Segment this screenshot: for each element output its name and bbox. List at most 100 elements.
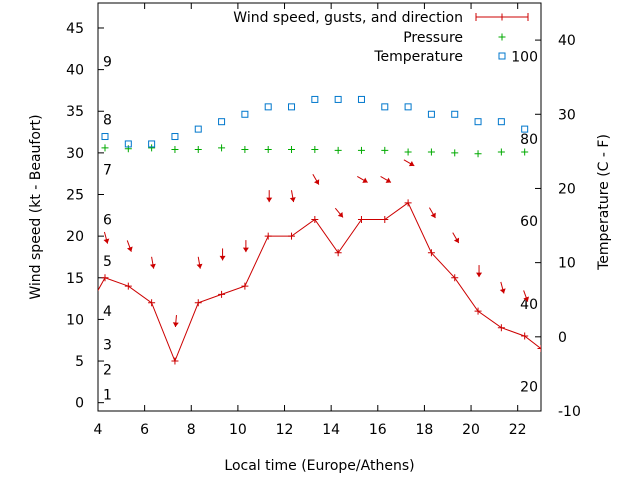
temperature-point [451, 110, 459, 118]
temperature-point [241, 110, 249, 118]
beaufort-label: 8 [103, 113, 112, 129]
wind-speed-point [101, 274, 109, 282]
arrow-head [196, 263, 203, 269]
fahrenheit-label: 40 [520, 297, 538, 313]
y-tick-label: 40 [66, 63, 84, 79]
wind-speed-point [521, 332, 529, 340]
y-tick-label: 30 [66, 146, 84, 162]
legend-swatch-marker [498, 33, 506, 41]
pressure-point [124, 145, 132, 153]
wind-direction-arrow [126, 240, 133, 252]
y-axis-label: Wind speed (kt - Beaufort) [28, 114, 44, 299]
legend-label: Wind speed, gusts, and direction [233, 10, 463, 26]
fahrenheit-label: 20 [520, 380, 538, 396]
beaufort-label: 1 [103, 387, 112, 403]
wind-speed-point [264, 232, 272, 240]
temperature-point [288, 103, 296, 111]
arrow-head [103, 238, 110, 244]
wind-direction-arrow [312, 174, 320, 185]
y2-tick-label: -10 [558, 404, 581, 420]
arrow-head [476, 272, 483, 278]
temperature-point [357, 95, 365, 103]
wind-speed-point [357, 215, 365, 223]
arrow-head [313, 179, 320, 185]
pressure-point [311, 146, 319, 154]
temperature-point [171, 133, 179, 141]
x-axis-label: Local time (Europe/Athens) [224, 458, 414, 474]
pressure-point [357, 146, 365, 154]
arrow-head [408, 160, 415, 167]
temperature-point [404, 103, 412, 111]
temperature-point [264, 103, 272, 111]
pressure-point [241, 146, 249, 154]
arrow-head [289, 197, 296, 203]
y2-tick-label: 30 [558, 107, 576, 123]
pressure-point [474, 150, 482, 158]
y-tick-label: 0 [75, 396, 84, 412]
wind-direction-arrow [499, 281, 506, 294]
temperature-point [521, 125, 529, 133]
fahrenheit-label: 80 [520, 132, 538, 148]
beaufort-label: 6 [103, 212, 112, 228]
x-tick-label: 4 [94, 422, 103, 438]
wind-speed-point [171, 357, 179, 365]
arrow-head [453, 237, 460, 243]
wind-speed-line [98, 202, 541, 363]
temperature-point [334, 95, 342, 103]
x-tick-label: 8 [187, 422, 196, 438]
y2-axis-label: Temperature (C - F) [596, 134, 612, 271]
wind-direction-arrow [380, 176, 392, 183]
wind-speed-point [537, 345, 541, 353]
pressure-point [218, 144, 226, 152]
wind-speed-point [148, 299, 156, 307]
chart-marks [98, 95, 541, 365]
pressure-point [334, 146, 342, 154]
wind-direction-arrow [149, 256, 156, 269]
pressure-point [451, 149, 459, 157]
wind-speed-point [381, 215, 389, 223]
wind-direction-arrow [476, 265, 483, 278]
wind-speed-point [451, 274, 459, 282]
x-tick-label: 10 [229, 422, 247, 438]
beaufort-label: 5 [103, 254, 112, 270]
beaufort-label: 9 [103, 54, 112, 70]
x-tick-label: 20 [462, 422, 480, 438]
arrow-head [337, 212, 344, 218]
x-tick-label: 16 [369, 422, 387, 438]
pressure-point [148, 144, 156, 152]
pressure-point [288, 146, 296, 154]
legend-label: Pressure [403, 30, 463, 46]
axis-ticks [97, 3, 541, 412]
wind-direction-arrow [103, 231, 110, 244]
arrow-head [172, 322, 179, 328]
x-tick-label: 6 [140, 422, 149, 438]
pressure-point [194, 146, 202, 154]
wind-speed-point [124, 282, 132, 290]
wind-direction-arrow [334, 207, 344, 218]
pressure-point [427, 148, 435, 156]
y2-tick-label: 10 [558, 256, 576, 272]
y-tick-label: 5 [75, 354, 84, 370]
arrow-head [385, 177, 391, 183]
arrow-head [127, 246, 133, 252]
temperature-point [124, 140, 132, 148]
wind-speed-point [474, 307, 482, 315]
beaufort-label: 2 [103, 362, 112, 378]
fahrenheit-label: 60 [520, 214, 538, 230]
wind-speed-point [311, 215, 319, 223]
arrow-head [362, 177, 368, 183]
temperature-point [427, 110, 435, 118]
pressure-point [497, 148, 505, 156]
y2-tick-label: 20 [558, 181, 576, 197]
x-tick-label: 14 [322, 422, 340, 438]
wind-direction-arrow [219, 248, 226, 261]
wind-direction-arrow [289, 190, 296, 203]
temperature-point [194, 125, 202, 133]
x-tick-label: 12 [276, 422, 294, 438]
wind-direction-arrow [172, 315, 179, 328]
pressure-point [264, 146, 272, 154]
legend-swatch-marker [498, 13, 506, 21]
pressure-point [101, 144, 109, 152]
temperature-point [311, 95, 319, 103]
wind-direction-arrow [196, 256, 203, 269]
